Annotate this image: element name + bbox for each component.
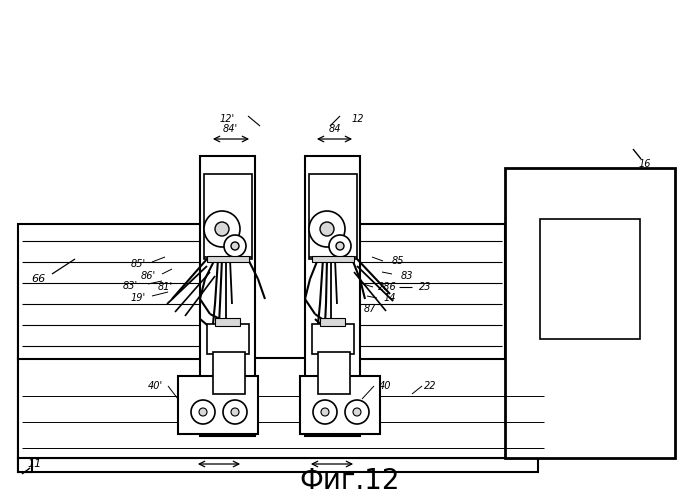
Text: 22: 22	[424, 381, 436, 391]
Bar	[215, 318, 240, 326]
Bar	[330, 224, 505, 359]
Circle shape	[224, 235, 246, 257]
Text: 85': 85'	[130, 259, 146, 269]
Bar	[312, 324, 354, 354]
Circle shape	[329, 235, 351, 257]
Bar	[505, 168, 675, 458]
Circle shape	[313, 400, 337, 424]
Text: 19': 19'	[130, 293, 146, 303]
Circle shape	[231, 408, 239, 416]
Text: 84': 84'	[223, 124, 237, 134]
Circle shape	[199, 408, 207, 416]
Bar	[18, 272, 32, 472]
Text: 23: 23	[419, 282, 431, 292]
Circle shape	[204, 211, 240, 247]
Circle shape	[353, 408, 361, 416]
Text: 16: 16	[638, 159, 651, 169]
Text: 87: 87	[364, 304, 377, 314]
Bar	[312, 256, 354, 262]
Circle shape	[321, 408, 329, 416]
Text: 84: 84	[329, 124, 342, 134]
Text: 66: 66	[31, 274, 45, 284]
Text: 40: 40	[379, 381, 391, 391]
Bar	[207, 256, 249, 262]
Bar	[540, 219, 640, 339]
Bar	[320, 318, 345, 326]
Circle shape	[309, 211, 345, 247]
Text: 14: 14	[384, 293, 396, 303]
Circle shape	[336, 242, 344, 250]
Text: 12: 12	[351, 114, 364, 124]
Bar	[178, 376, 258, 434]
Bar	[207, 324, 249, 354]
Text: 86': 86'	[141, 271, 155, 281]
Text: 40': 40'	[148, 381, 162, 391]
Bar	[18, 358, 548, 458]
Bar	[318, 352, 350, 394]
Bar	[18, 224, 248, 359]
Text: 85: 85	[392, 256, 405, 266]
Circle shape	[345, 400, 369, 424]
Text: 83: 83	[400, 271, 413, 281]
Bar	[18, 458, 538, 472]
Text: 12': 12'	[219, 114, 234, 124]
Circle shape	[320, 222, 334, 236]
Bar	[305, 156, 360, 436]
Circle shape	[231, 242, 239, 250]
Text: Фиг.12: Фиг.12	[300, 467, 400, 494]
Circle shape	[223, 400, 247, 424]
Bar	[204, 174, 252, 259]
Bar	[300, 376, 380, 434]
Circle shape	[191, 400, 215, 424]
Text: 83': 83'	[122, 281, 138, 291]
Text: 11: 11	[28, 459, 42, 469]
Bar	[213, 352, 245, 394]
Circle shape	[215, 222, 229, 236]
Bar	[309, 174, 357, 259]
Bar	[200, 156, 255, 436]
Text: 81': 81'	[158, 282, 173, 292]
Text: 286: 286	[377, 282, 396, 292]
